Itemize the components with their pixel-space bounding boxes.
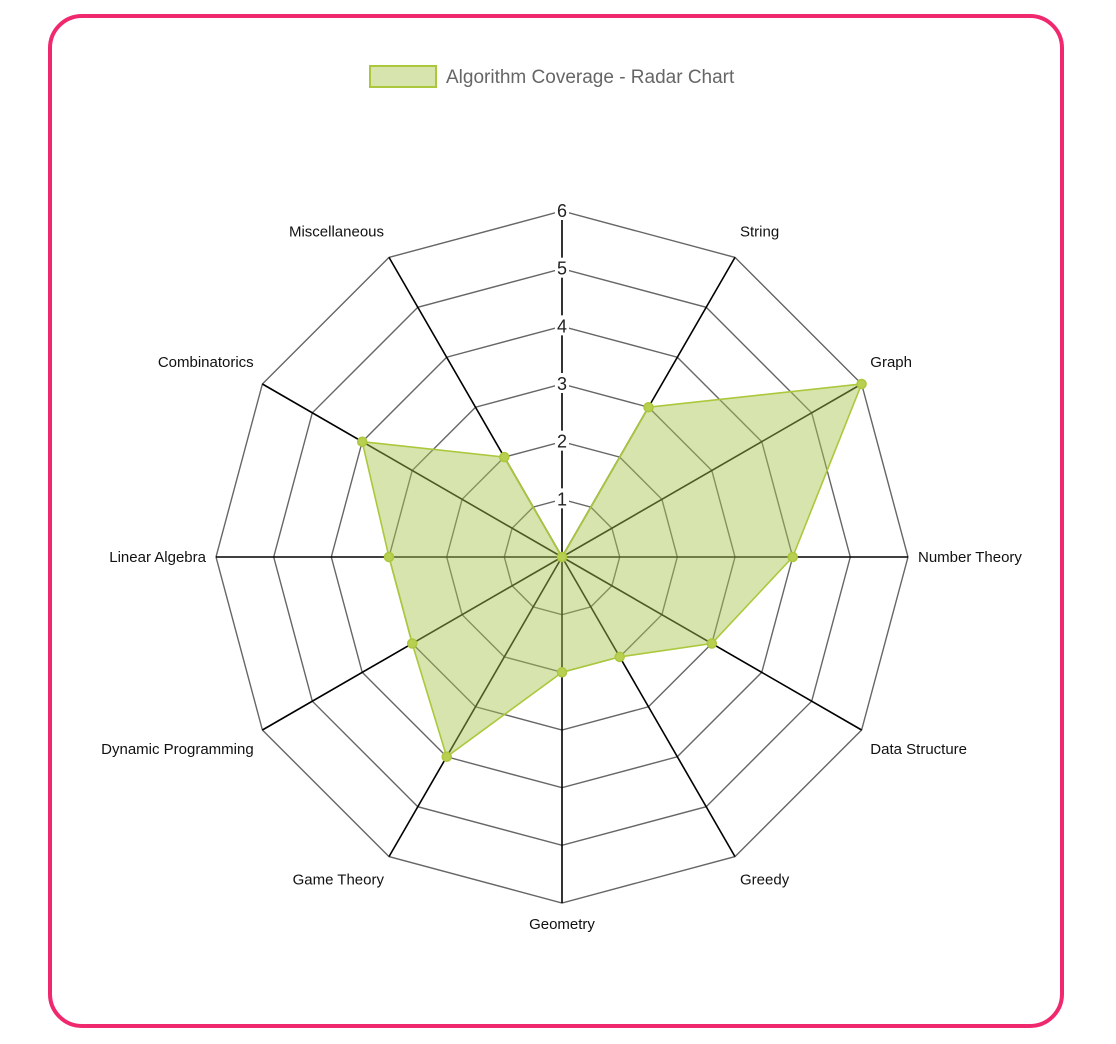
- data-point[interactable]: [643, 401, 654, 413]
- axis-label: Dynamic Programming: [101, 741, 254, 758]
- r-tick-label: 5: [557, 259, 567, 279]
- radar-tick-labels: 1 2 3 4 5 6: [555, 200, 569, 509]
- data-point[interactable]: [556, 667, 568, 678]
- axis-label: Data Structure: [870, 741, 967, 758]
- legend[interactable]: Algorithm Coverage - Radar Chart: [369, 65, 735, 88]
- data-point[interactable]: [383, 551, 395, 563]
- legend-label: Algorithm Coverage - Radar Chart: [446, 67, 735, 88]
- data-point[interactable]: [556, 551, 568, 563]
- data-point[interactable]: [441, 751, 452, 763]
- axis-label: Greedy: [740, 871, 790, 888]
- data-point[interactable]: [787, 551, 798, 563]
- series-area: [361, 383, 863, 759]
- radar-points: [356, 378, 867, 763]
- spoke-line: [388, 556, 563, 858]
- data-point[interactable]: [856, 378, 867, 390]
- data-point[interactable]: [499, 451, 510, 463]
- radar-axis-labels: String Graph Number Theory Data Structure Gr…: [101, 224, 1022, 933]
- axis-label: Geometry: [529, 916, 595, 933]
- spoke-line: [261, 383, 563, 558]
- data-point[interactable]: [706, 638, 718, 649]
- data-point[interactable]: [356, 436, 368, 447]
- axis-label: Linear Algebra: [109, 549, 206, 566]
- tick-backdrop: [555, 430, 569, 451]
- axis-label: Graph: [870, 354, 912, 371]
- chart-card: [48, 14, 1064, 1028]
- axis-label: Number Theory: [918, 549, 1022, 566]
- tick-backdrop: [555, 257, 569, 278]
- tick-backdrop: [555, 373, 569, 393]
- spoke-line: [561, 556, 736, 858]
- r-tick-label: 3: [557, 374, 567, 394]
- r-tick-label: 1: [557, 489, 567, 509]
- tick-backdrop: [555, 315, 569, 336]
- tick-backdrop: [555, 200, 569, 220]
- r-tick-label: 4: [557, 316, 567, 336]
- axis-label: Miscellaneous: [289, 224, 384, 241]
- axis-label: String: [740, 224, 779, 241]
- r-tick-label: 2: [557, 432, 567, 452]
- data-point[interactable]: [406, 638, 418, 649]
- axis-label: Combinatorics: [158, 354, 254, 371]
- radar-series: [361, 383, 863, 759]
- spoke-line: [561, 383, 863, 558]
- tick-backdrop: [555, 488, 569, 509]
- data-point[interactable]: [614, 651, 625, 663]
- legend-swatch: [369, 65, 437, 88]
- axis-label: Game Theory: [293, 871, 385, 888]
- r-tick-label: 6: [557, 201, 567, 221]
